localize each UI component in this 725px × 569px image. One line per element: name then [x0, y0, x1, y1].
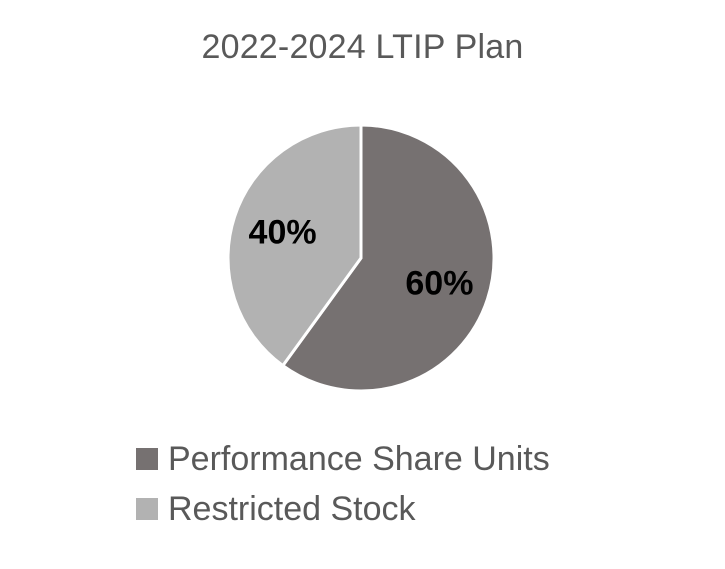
legend-label-performance-share-units: Performance Share Units	[168, 439, 550, 478]
legend-item-restricted-stock: Restricted Stock	[136, 484, 550, 534]
legend-item-performance-share-units: Performance Share Units	[136, 434, 550, 484]
data-label-performance-share-units: 60%	[405, 264, 473, 302]
legend-swatch-restricted-stock	[136, 498, 158, 520]
legend: Performance Share Units Restricted Stock	[136, 434, 550, 534]
legend-label-restricted-stock: Restricted Stock	[168, 489, 416, 528]
pie-slice-performance-share-units	[281, 123, 496, 393]
data-label-restricted-stock: 40%	[249, 214, 317, 252]
chart-title: 2022-2024 LTIP Plan	[201, 28, 524, 66]
pie-slice-restricted-stock	[226, 123, 363, 368]
legend-swatch-performance-share-units	[136, 448, 158, 470]
